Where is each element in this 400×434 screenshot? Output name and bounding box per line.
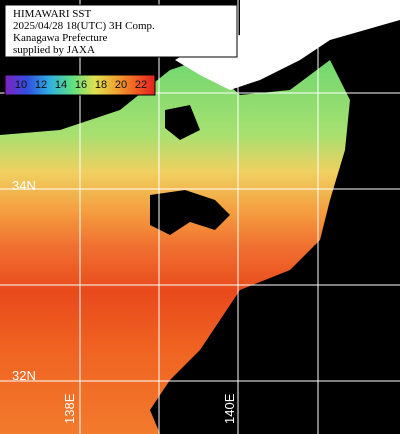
colorbar-label: 18 [95, 79, 107, 91]
longitude-label: 140E [222, 393, 237, 424]
title-line: Kanagawa Prefecture [13, 32, 107, 44]
cloud-patch [150, 190, 230, 235]
sea-surface [0, 60, 350, 434]
longitude-label: 138E [62, 393, 77, 424]
colorbar-label: 20 [115, 79, 127, 91]
title-box: HIMAWARI SST 2025/04/28 18(UTC) 3H Comp.… [4, 4, 238, 58]
title-line: supplied by JAXA [13, 44, 95, 56]
colorbar-scale [4, 74, 156, 96]
title-line: HIMAWARI SST [13, 8, 92, 20]
latitude-label: 32N [12, 368, 36, 383]
latitude-label: 34N [12, 178, 36, 193]
colorbar-label: 14 [55, 79, 67, 91]
colorbar-label: 12 [35, 79, 47, 91]
colorbar-label: 16 [75, 79, 87, 91]
title-background [4, 4, 238, 58]
colorbar-label: 22 [135, 79, 147, 91]
colorbar-label: 10 [15, 79, 27, 91]
colorbar: 10 12 14 16 18 20 22 [4, 74, 156, 96]
cloud-patch [165, 105, 200, 140]
title-line: 2025/04/28 18(UTC) 3H Comp. [13, 20, 155, 32]
land [175, 0, 400, 90]
